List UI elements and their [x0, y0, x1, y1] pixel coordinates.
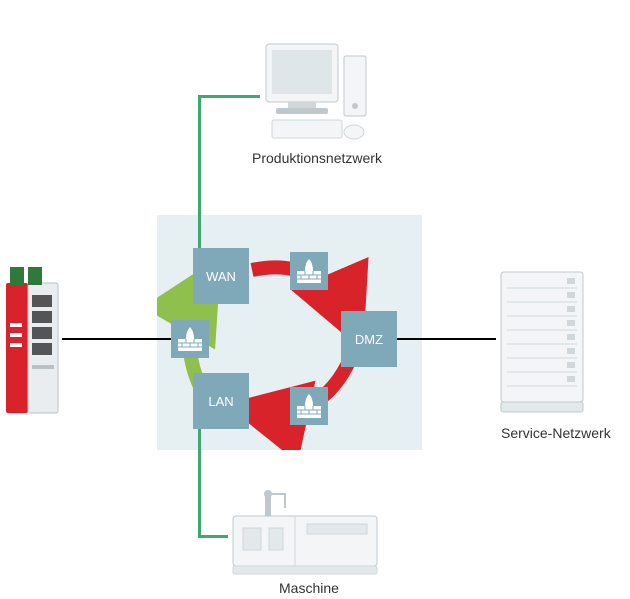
- conn-bot-horz: [198, 535, 228, 538]
- firewall-icon: [295, 257, 323, 285]
- firewall-icon: [176, 325, 204, 353]
- conn-router: [62, 338, 172, 340]
- firewall-icon: [295, 392, 323, 420]
- server-icon: [495, 266, 590, 416]
- label-top-text: Produktionsnetzwerk: [252, 150, 382, 166]
- machine-icon: [225, 488, 385, 578]
- node-lan-label: LAN: [208, 394, 233, 409]
- label-right-text: Service-Netzwerk: [501, 425, 611, 441]
- computer-icon: [258, 36, 373, 146]
- diagram-stage: WAN DMZ LAN: [0, 0, 630, 599]
- firewall-left: [171, 320, 209, 358]
- node-lan: LAN: [193, 373, 249, 429]
- label-top: Produktionsnetzwerk: [252, 150, 382, 166]
- node-wan-label: WAN: [206, 269, 236, 284]
- node-wan: WAN: [193, 248, 249, 304]
- firewall-bot-right: [290, 387, 328, 425]
- label-right: Service-Netzwerk: [501, 425, 611, 441]
- node-dmz: DMZ: [341, 311, 397, 367]
- firewall-top-right: [290, 252, 328, 290]
- router-icon: [2, 265, 64, 425]
- label-bottom-text: Maschine: [279, 580, 339, 596]
- conn-top-horz: [198, 95, 260, 98]
- node-dmz-label: DMZ: [355, 332, 383, 347]
- label-bottom: Maschine: [279, 580, 339, 596]
